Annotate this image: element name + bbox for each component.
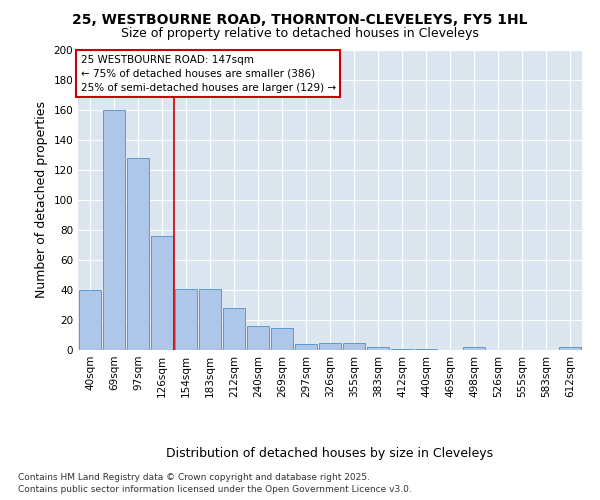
Bar [319,342,341,350]
Bar [295,344,317,350]
Text: Contains public sector information licensed under the Open Government Licence v3: Contains public sector information licen… [18,485,412,494]
Bar [559,347,581,350]
Bar [223,308,245,350]
Bar [247,326,269,350]
Y-axis label: Number of detached properties: Number of detached properties [35,102,48,298]
Bar [175,288,197,350]
Bar [367,347,389,350]
Text: Contains HM Land Registry data © Crown copyright and database right 2025.: Contains HM Land Registry data © Crown c… [18,472,370,482]
Text: Distribution of detached houses by size in Cleveleys: Distribution of detached houses by size … [166,448,494,460]
Bar [103,110,125,350]
Bar [391,348,413,350]
Text: 25 WESTBOURNE ROAD: 147sqm
← 75% of detached houses are smaller (386)
25% of sem: 25 WESTBOURNE ROAD: 147sqm ← 75% of deta… [80,54,335,92]
Bar [151,236,173,350]
Text: 25, WESTBOURNE ROAD, THORNTON-CLEVELEYS, FY5 1HL: 25, WESTBOURNE ROAD, THORNTON-CLEVELEYS,… [72,12,528,26]
Bar [127,158,149,350]
Bar [463,347,485,350]
Text: Size of property relative to detached houses in Cleveleys: Size of property relative to detached ho… [121,28,479,40]
Bar [415,348,437,350]
Bar [343,342,365,350]
Bar [199,288,221,350]
Bar [271,328,293,350]
Bar [79,290,101,350]
